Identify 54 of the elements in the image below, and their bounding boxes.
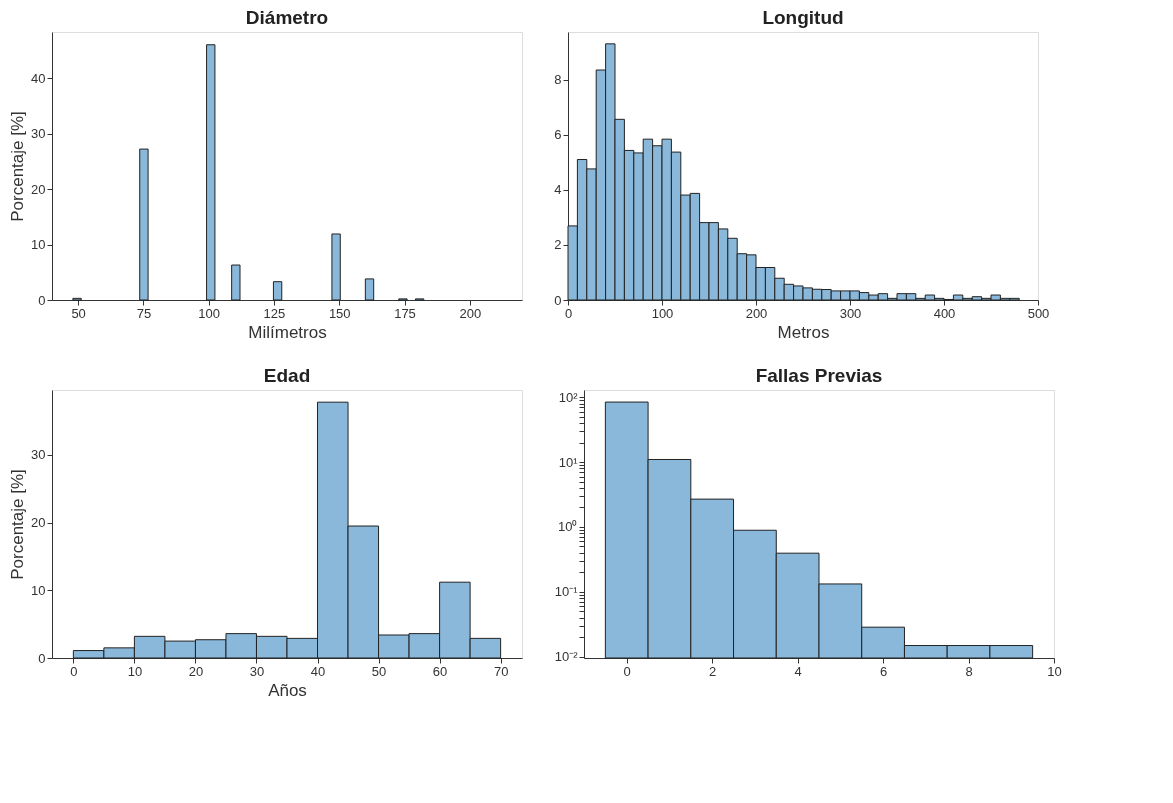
x-tick-label: 150 bbox=[328, 305, 351, 321]
y-tick-label: 10⁻¹ bbox=[554, 584, 579, 600]
y-tick-label: 0 bbox=[38, 292, 46, 308]
x-tick-label: 500 bbox=[1027, 305, 1050, 321]
x-tick-label: 50 bbox=[71, 305, 86, 321]
x-tick-label: 60 bbox=[432, 663, 448, 679]
x-axis-title: Milímetros bbox=[248, 322, 327, 342]
x-tick-label: 30 bbox=[249, 663, 265, 679]
x-tick-label: 70 bbox=[493, 663, 509, 679]
y-tick-label: 40 bbox=[31, 70, 46, 86]
chart-title: Longitud bbox=[762, 7, 844, 28]
x-tick-label: 125 bbox=[263, 305, 286, 321]
x-tick-label: 200 bbox=[459, 305, 482, 321]
x-tick-label: 0 bbox=[70, 663, 78, 679]
y-tick-label: 0 bbox=[38, 650, 46, 666]
y-tick-label: 2 bbox=[554, 237, 562, 253]
x-tick-label: 100 bbox=[651, 305, 674, 321]
chart-title: Edad bbox=[263, 365, 311, 386]
y-tick-label: 30 bbox=[31, 447, 46, 463]
y-tick-label: 20 bbox=[31, 181, 46, 197]
y-axis-title: Porcentaje [%] bbox=[8, 469, 28, 580]
y-tick-label: 0 bbox=[554, 292, 562, 308]
y-tick-label: 10² bbox=[558, 389, 579, 405]
y-tick-label: 6 bbox=[554, 127, 562, 143]
x-tick-label: 75 bbox=[136, 305, 152, 321]
x-tick-label: 4 bbox=[794, 663, 802, 679]
x-tick-label: 300 bbox=[839, 305, 862, 321]
x-tick-label: 100 bbox=[198, 305, 221, 321]
y-tick-label: 10 bbox=[31, 582, 46, 598]
x-tick-label: 50 bbox=[371, 663, 387, 679]
y-tick-label: 30 bbox=[31, 126, 46, 142]
y-tick-label: 10⁻² bbox=[554, 649, 579, 665]
y-axis-title: Porcentaje [%] bbox=[8, 111, 28, 222]
y-tick-label: 8 bbox=[554, 72, 562, 88]
x-tick-label: 20 bbox=[188, 663, 204, 679]
x-tick-label: 175 bbox=[394, 305, 416, 321]
x-tick-label: 8 bbox=[965, 663, 973, 679]
x-tick-label: 10 bbox=[127, 663, 143, 679]
x-tick-label: 0 bbox=[623, 663, 631, 679]
x-tick-label: 40 bbox=[310, 663, 326, 679]
y-tick-label: 4 bbox=[554, 182, 562, 198]
x-axis-title: Años bbox=[268, 680, 307, 700]
x-axis-title: Metros bbox=[777, 322, 830, 342]
y-tick-label: 10 bbox=[31, 237, 46, 253]
x-tick-label: 10 bbox=[1047, 663, 1062, 679]
y-tick-label: 10⁰ bbox=[558, 519, 578, 535]
chart-title: Diámetro bbox=[245, 7, 329, 28]
x-tick-label: 2 bbox=[709, 663, 717, 679]
x-tick-label: 6 bbox=[879, 663, 888, 679]
y-tick-label: 10¹ bbox=[558, 454, 579, 470]
y-tick-label: 20 bbox=[31, 515, 46, 531]
x-tick-label: 400 bbox=[933, 305, 956, 321]
chart-title: Fallas Previas bbox=[755, 365, 883, 386]
x-tick-label: 200 bbox=[745, 305, 768, 321]
